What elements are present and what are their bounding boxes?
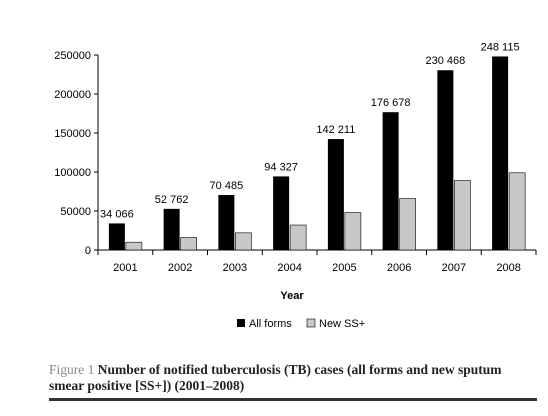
x-tick-label: 2006 — [387, 262, 411, 274]
y-tick-label: 150000 — [54, 128, 91, 140]
y-axis: 0 50000 100000 150000 200000 250000 — [54, 50, 99, 257]
figure-caption: Figure 1 Number of notified tuberculosis… — [49, 362, 529, 394]
figure-caption-text: Number of notified tuberculosis (TB) cas… — [49, 362, 502, 393]
bar-all-forms — [163, 208, 180, 250]
bar-new-ss-plus — [344, 212, 362, 251]
bar-new-ss-plus — [289, 224, 307, 251]
legend: All forms New SS+ — [237, 318, 365, 330]
data-label: 52 762 — [155, 194, 189, 206]
y-tick-label: 0 — [85, 245, 91, 257]
data-label: 176 678 — [371, 97, 411, 109]
bar-new-ss-plus — [508, 172, 526, 251]
legend-swatch-all-forms — [237, 319, 245, 327]
x-tick-label: 2001 — [113, 262, 137, 274]
y-tick-label: 250000 — [54, 50, 91, 62]
legend-swatch-new-ss-plus — [306, 318, 316, 328]
data-label: 248 115 — [481, 41, 520, 53]
x-axis: 2001 2002 2003 2004 2005 2006 2007 2008 — [97, 249, 537, 274]
bar-new-ss-plus — [454, 180, 471, 251]
bar-new-ss-plus — [235, 232, 252, 251]
x-axis-title: Year — [280, 290, 304, 302]
bar-all-forms — [492, 56, 509, 250]
x-tick-label: 2008 — [496, 262, 520, 274]
legend-label-new-ss-plus: New SS+ — [319, 318, 365, 330]
x-tick-label: 2002 — [168, 262, 192, 274]
x-tick-label: 2004 — [277, 262, 301, 274]
data-label: 142 211 — [316, 124, 355, 136]
bar-new-ss-plus — [399, 198, 416, 251]
bar-all-forms — [437, 70, 454, 251]
data-label: 230 468 — [425, 55, 465, 67]
figure-label: Figure 1 — [49, 362, 95, 377]
data-label: 94 327 — [264, 161, 298, 173]
data-label: 70 485 — [210, 180, 244, 192]
bar-all-forms — [382, 112, 399, 250]
x-tick-label: 2007 — [442, 262, 466, 274]
bar-all-forms — [218, 195, 235, 250]
bar-group — [108, 56, 526, 251]
data-labels: 34 066 52 762 70 485 94 327 142 211 176 678 23… — [100, 41, 520, 220]
caption-divider — [49, 398, 537, 401]
y-tick-label: 200000 — [54, 89, 91, 101]
y-tick-label: 100000 — [54, 167, 91, 179]
y-tick-label: 50000 — [60, 206, 91, 218]
bar-all-forms — [108, 223, 125, 250]
bar-new-ss-plus — [125, 241, 143, 251]
x-tick-label: 2005 — [332, 262, 356, 274]
legend-label-all-forms: All forms — [249, 318, 292, 330]
x-tick-label: 2003 — [223, 262, 247, 274]
bar-all-forms — [273, 176, 290, 250]
bar-all-forms — [327, 139, 344, 250]
bar-new-ss-plus — [180, 237, 197, 251]
data-label: 34 066 — [100, 208, 134, 220]
